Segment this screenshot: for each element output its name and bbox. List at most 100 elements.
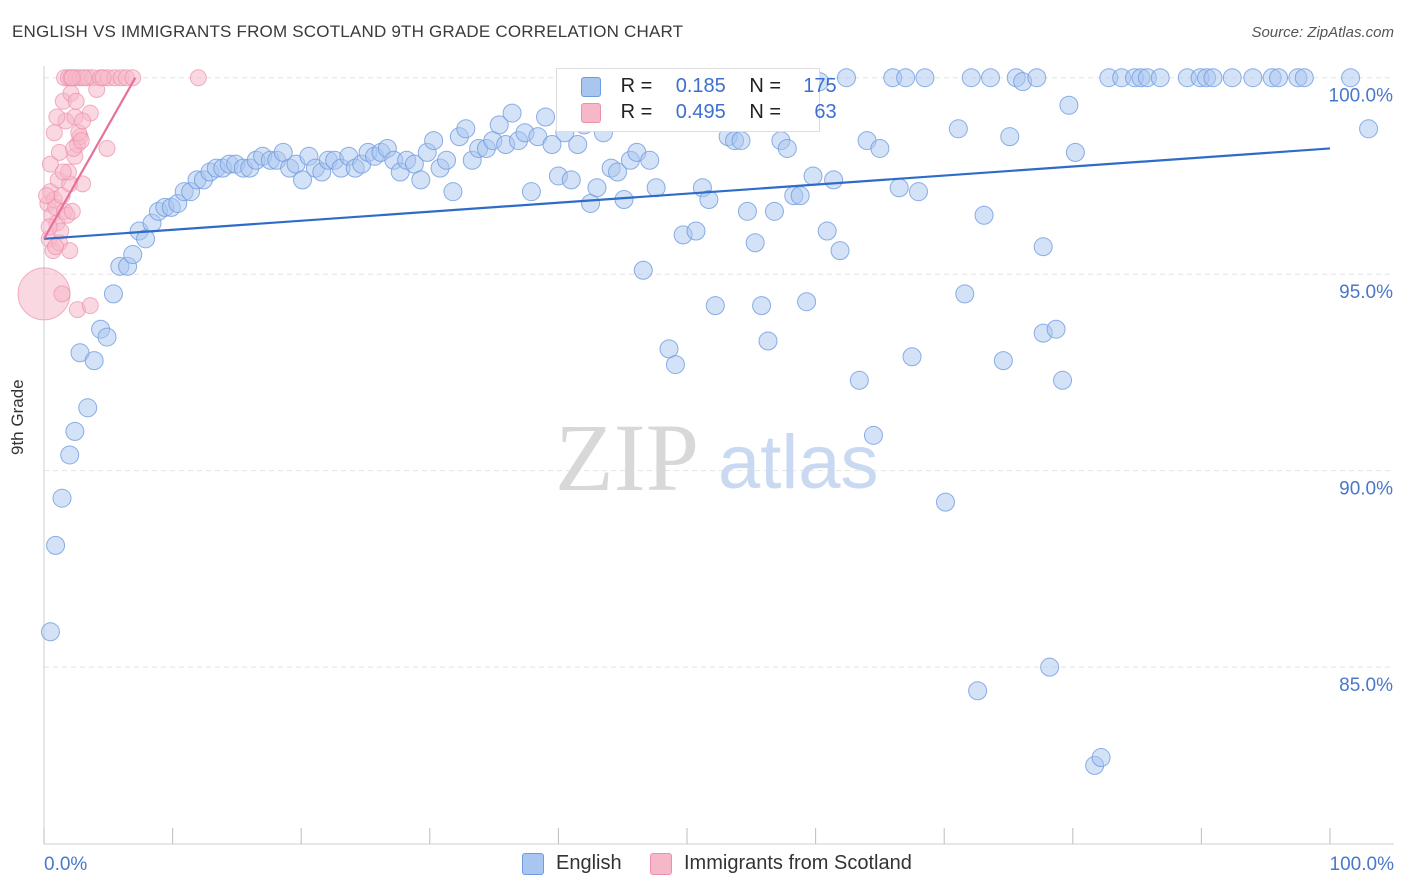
english-point [803, 166, 823, 186]
scotland-point [63, 202, 81, 220]
english-point [424, 131, 444, 151]
english-point [817, 221, 837, 241]
english-point [665, 355, 685, 375]
scotland-point [81, 297, 99, 315]
english-point [870, 138, 890, 158]
scotland-n-value: 63 [814, 101, 837, 123]
english-point [896, 68, 916, 88]
english-point [790, 186, 810, 206]
scotland-point [50, 143, 68, 161]
english-point [608, 162, 628, 182]
english-point [1065, 142, 1085, 162]
english-r-value: 0.185 [675, 75, 726, 97]
english-point [60, 445, 80, 465]
english-point [1294, 68, 1314, 88]
scotland-point [45, 124, 63, 142]
english-point [40, 622, 60, 642]
scotland-r-value: 0.495 [675, 101, 726, 123]
english-point [46, 535, 66, 555]
english-point [437, 150, 457, 170]
x-tick-label-max: 100.0% [1330, 854, 1395, 875]
english-point [65, 421, 85, 441]
english-point [292, 170, 312, 190]
english-n-value: 175 [803, 75, 837, 97]
english-point [587, 178, 607, 198]
y-tick-label: 100.0% [1329, 86, 1394, 107]
english-point [1053, 370, 1073, 390]
english-point [456, 119, 476, 139]
scotland-trend-line [43, 77, 137, 240]
english-point [1091, 748, 1111, 768]
scotland-point [38, 187, 56, 205]
english-point [824, 170, 844, 190]
english-point [1000, 127, 1020, 147]
english-point [908, 182, 928, 202]
english-point [52, 488, 72, 508]
english-point [993, 351, 1013, 371]
english-point [568, 135, 588, 155]
english-point [731, 131, 751, 151]
english-point [752, 296, 772, 316]
english-point [849, 370, 869, 390]
english-point [561, 170, 581, 190]
english-point [84, 351, 104, 371]
english-point [123, 245, 143, 265]
bottom-scotland-label: Immigrants from Scotland [684, 852, 912, 874]
legend-row-scotland: R = 0.495 N = 63 [581, 101, 837, 127]
english-point [1203, 68, 1223, 88]
bottom-english-label: English [556, 852, 622, 874]
bottom-english-swatch [522, 852, 544, 875]
english-trend-line [43, 147, 1331, 240]
english-point [935, 492, 955, 512]
scotland-point [124, 69, 142, 87]
english-point [961, 68, 981, 88]
english-point [915, 68, 935, 88]
scotland-point [67, 92, 85, 110]
chart-title: ENGLISH VS IMMIGRANTS FROM SCOTLAND 9TH … [12, 22, 684, 41]
x-tick-label-min: 0.0% [44, 854, 87, 875]
english-point [411, 170, 431, 190]
tick-labels: 100.0% 95.0% 90.0% 85.0% 0.0% 100.0% [44, 86, 1394, 875]
english-swatch [581, 76, 601, 97]
scotland-point [74, 175, 92, 193]
english-point [1341, 68, 1361, 88]
english-point [103, 284, 123, 304]
scotland-swatch [581, 102, 601, 123]
english-point [889, 178, 909, 198]
english-point [1033, 237, 1053, 257]
english-r-label: R = [620, 75, 653, 97]
scotland-points [17, 69, 207, 321]
english-point [836, 68, 856, 88]
bottom-legend-scotland: Immigrants from Scotland [650, 852, 912, 878]
source-label: Source: ZipAtlas.com [1251, 24, 1394, 41]
y-tick-label: 95.0% [1339, 282, 1393, 303]
scotland-point [189, 69, 207, 87]
english-point [502, 103, 522, 123]
english-point [521, 182, 541, 202]
axes-layer [43, 66, 1394, 845]
english-point [489, 115, 509, 135]
english-point [745, 233, 765, 253]
y-tick-label: 90.0% [1339, 479, 1393, 500]
english-point [1243, 68, 1263, 88]
english-point [1040, 657, 1060, 677]
scotland-point [98, 139, 116, 157]
watermark-atlas: atlas [718, 420, 879, 505]
scotland-point [63, 69, 81, 87]
english-n-label: N = [749, 75, 782, 97]
english-point [777, 138, 797, 158]
english-point [980, 68, 1000, 88]
english-point [830, 241, 850, 261]
english-point [863, 425, 883, 445]
english-point [1046, 319, 1066, 339]
english-point [1150, 68, 1170, 88]
english-points [40, 68, 1379, 775]
watermark-zip: ZIP [555, 404, 699, 511]
scotland-point [94, 69, 112, 87]
english-point [1359, 119, 1379, 139]
english-point [646, 178, 666, 198]
bottom-legend-english: English [522, 852, 622, 878]
english-point [737, 201, 757, 221]
english-point [633, 260, 653, 280]
